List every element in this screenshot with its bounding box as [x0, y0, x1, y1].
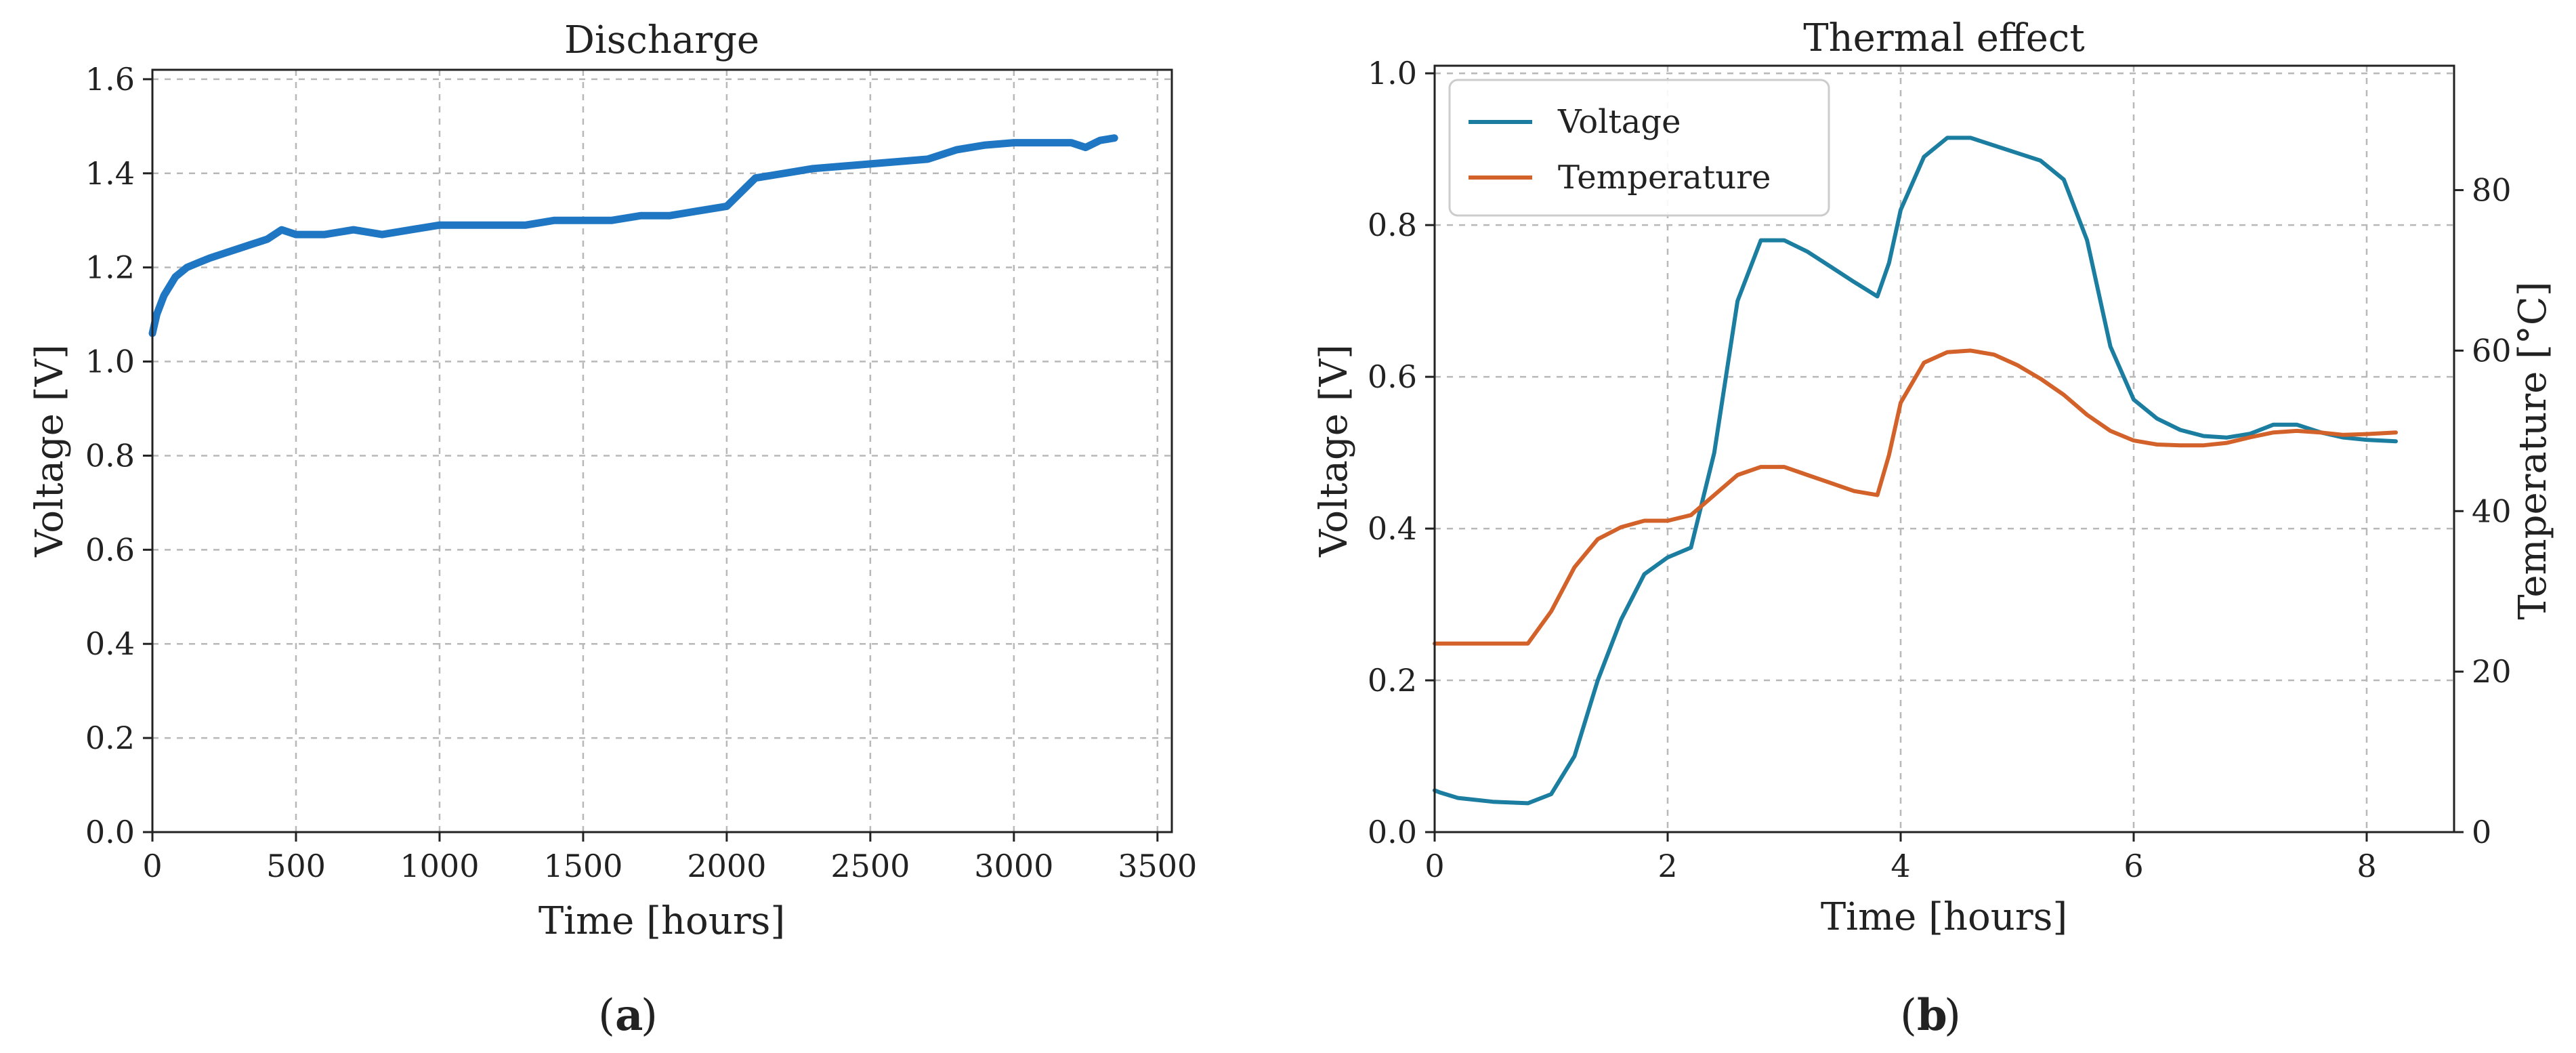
discharge-chart: 0 500 1000 1500 2000 2500 3000 3500 0.00.20.40.… — [28, 18, 1197, 1041]
svg-text:(: ( — [1900, 991, 1917, 1041]
discharge-plot-frame — [151, 68, 1173, 833]
panel-label-b-letter: b — [1917, 990, 1947, 1041]
y2-tick-label: 80 — [2472, 172, 2512, 209]
y-tick-label: 0.2 — [1368, 662, 1417, 699]
x-tick-label: 2 — [1657, 848, 1677, 884]
series-line-temperature — [1433, 348, 2398, 646]
y-tick-label: 1.4 — [85, 155, 135, 192]
x-tick-label: 3000 — [974, 848, 1053, 884]
x-tick-label: 500 — [266, 848, 326, 884]
discharge-grid — [152, 70, 1172, 832]
thermal-y2-ticks: 0 20 40 60 80 — [2454, 172, 2512, 850]
discharge-x-axis-label: Time [hours] — [539, 899, 785, 943]
svg-text:): ) — [1944, 991, 1961, 1041]
y-tick-label: 0.0 — [85, 814, 135, 850]
thermal-y-axis-label: Voltage [V] — [1312, 344, 1356, 558]
y-tick-label: 0.2 — [85, 720, 135, 756]
thermal-x-ticks: 0 2 4 6 8 — [1424, 832, 2377, 884]
discharge-title: Discharge — [564, 18, 759, 62]
panel-label-a-letter: a — [615, 990, 643, 1041]
thermal-effect-chart: 0 2 4 6 8 0.0 0.2 0.4 0.6 0.8 1.0 0 20 40 60 80 Therm… — [1312, 16, 2555, 1041]
x-tick-label: 1000 — [400, 848, 479, 884]
x-tick-label: 0 — [142, 848, 162, 884]
x-tick-label: 3500 — [1118, 848, 1197, 884]
y-tick-label: 0.8 — [85, 437, 135, 474]
y-tick-label: 0.6 — [85, 531, 135, 568]
y2-tick-label: 20 — [2472, 653, 2512, 690]
y2-tick-label: 60 — [2472, 332, 2512, 369]
legend-label-voltage: Voltage — [1557, 103, 1681, 141]
thermal-plot-frame — [1433, 64, 2455, 833]
thermal-y-ticks: 0.0 0.2 0.4 0.6 0.8 1.0 — [1368, 55, 1435, 850]
y-tick-label: 1.2 — [85, 249, 135, 286]
thermal-x-axis-label: Time [hours] — [1821, 895, 2067, 939]
x-tick-label: 4 — [1891, 848, 1910, 884]
panel-label-a: ( a ) — [598, 990, 658, 1041]
svg-text:(: ( — [598, 991, 615, 1041]
y-tick-label: 1.6 — [85, 61, 135, 98]
thermal-title: Thermal effect — [1803, 16, 2085, 60]
x-tick-label: 1500 — [543, 848, 622, 884]
y-tick-label: 1.0 — [1368, 55, 1417, 91]
discharge-series — [148, 134, 1118, 337]
series-line-voltage — [1433, 136, 2398, 806]
discharge-y-axis-label: Voltage [V] — [28, 344, 72, 558]
x-tick-label: 2000 — [687, 848, 766, 884]
y-tick-label: 0.4 — [1368, 510, 1417, 547]
panel-label-b: ( b ) — [1900, 990, 1961, 1041]
discharge-y-ticks: 0.0 0.2 0.4 0.6 0.8 1.0 1.2 1.4 1.6 — [85, 61, 152, 850]
y-tick-label: 0.6 — [1368, 358, 1417, 395]
y-tick-label: 0.8 — [1368, 207, 1417, 243]
y-tick-label: 0.4 — [85, 625, 135, 662]
y-tick-label: 0.0 — [1368, 814, 1417, 850]
series-line-voltage — [148, 134, 1118, 337]
svg-text:): ) — [641, 991, 658, 1041]
thermal-legend: Voltage Temperature — [1448, 79, 1830, 217]
x-tick-label: 6 — [2124, 848, 2143, 884]
y2-tick-label: 40 — [2472, 493, 2512, 529]
y2-tick-label: 0 — [2472, 814, 2491, 850]
x-tick-label: 2500 — [830, 848, 910, 884]
legend-label-temperature: Temperature — [1558, 159, 1771, 197]
x-tick-label: 0 — [1424, 848, 1444, 884]
x-tick-label: 8 — [2357, 848, 2376, 884]
thermal-series — [1433, 136, 2398, 806]
discharge-x-ticks: 0 500 1000 1500 2000 2500 3000 3500 — [142, 832, 1197, 884]
thermal-y2-axis-label: Temperature [°C] — [2511, 281, 2555, 619]
y-tick-label: 1.0 — [85, 344, 135, 380]
legend-box — [1448, 79, 1830, 217]
